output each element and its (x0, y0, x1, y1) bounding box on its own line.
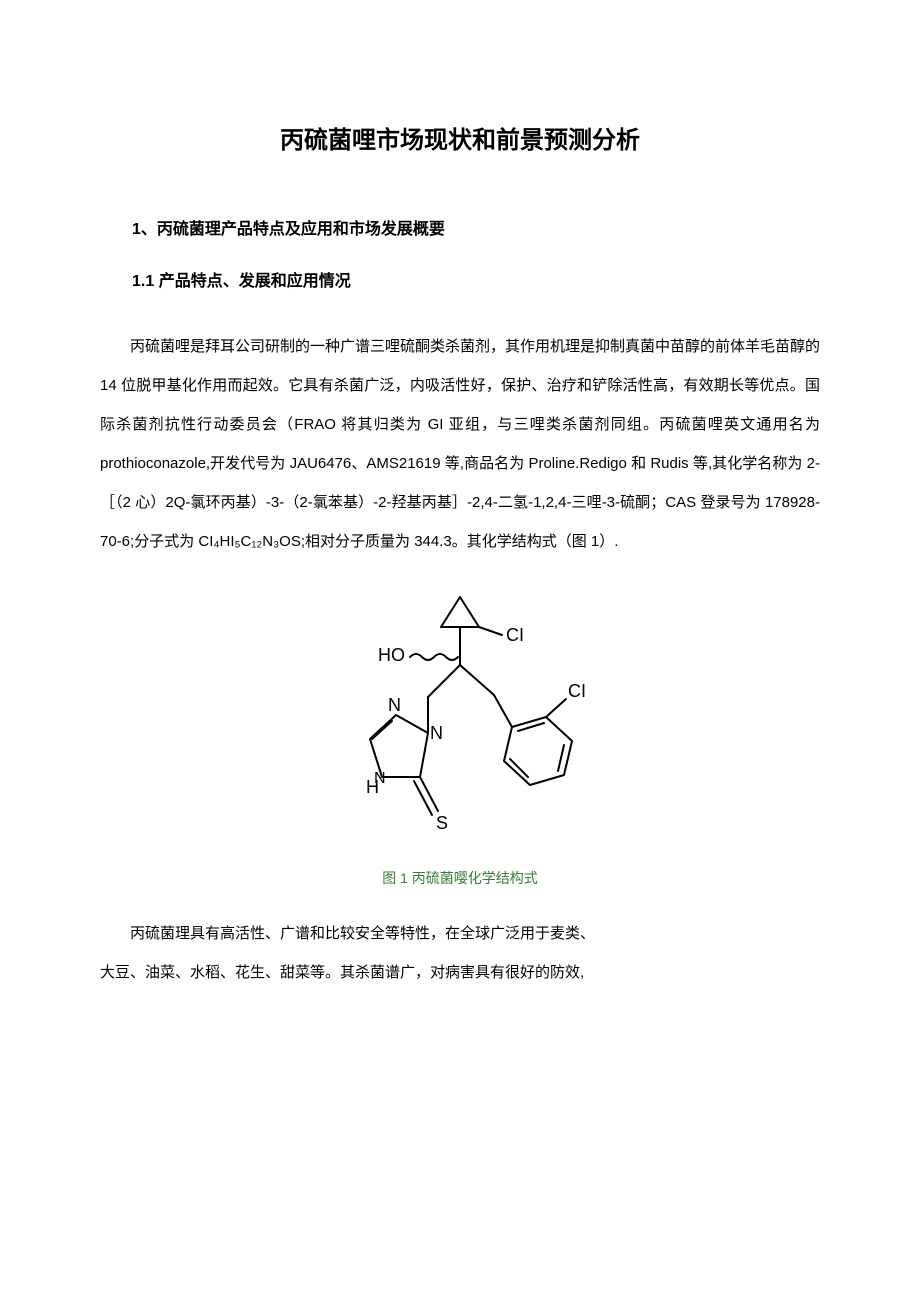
paragraph-2: 丙硫菌理具有高活性、广谱和比较安全等特性，在全球广泛用于麦类、 (100, 914, 820, 953)
label-cl-1: CI (506, 625, 524, 645)
label-n-2: N (430, 723, 443, 743)
label-s: S (436, 813, 448, 833)
label-ho: HO (378, 645, 405, 665)
paragraph-1: 丙硫菌哩是拜耳公司研制的一种广谱三哩硫酮类杀菌剂，其作用机理是抑制真菌中苗醇的前… (100, 327, 820, 561)
document-title: 丙硫菌哩市场现状和前景预测分析 (100, 120, 820, 155)
svg-text:N: N (374, 770, 386, 787)
label-cl-2: CI (568, 681, 586, 701)
label-n-1: N (388, 695, 401, 715)
section-1-heading: 1、丙硫菌理产品特点及应用和市场发展概要 (100, 215, 820, 239)
section-1-1-heading: 1.1 产品特点、发展和应用情况 (100, 267, 820, 291)
figure-1-caption: 图 1 丙硫菌嘤化学结构式 (100, 868, 820, 888)
figure-1-structure: HO CI CI N N H S N (100, 579, 820, 854)
chemical-structure-svg: HO CI CI N N H S N (310, 579, 610, 849)
paragraph-3: 大豆、油菜、水稻、花生、甜菜等。其杀菌谱广，对病害具有很好的防效, (100, 953, 820, 992)
